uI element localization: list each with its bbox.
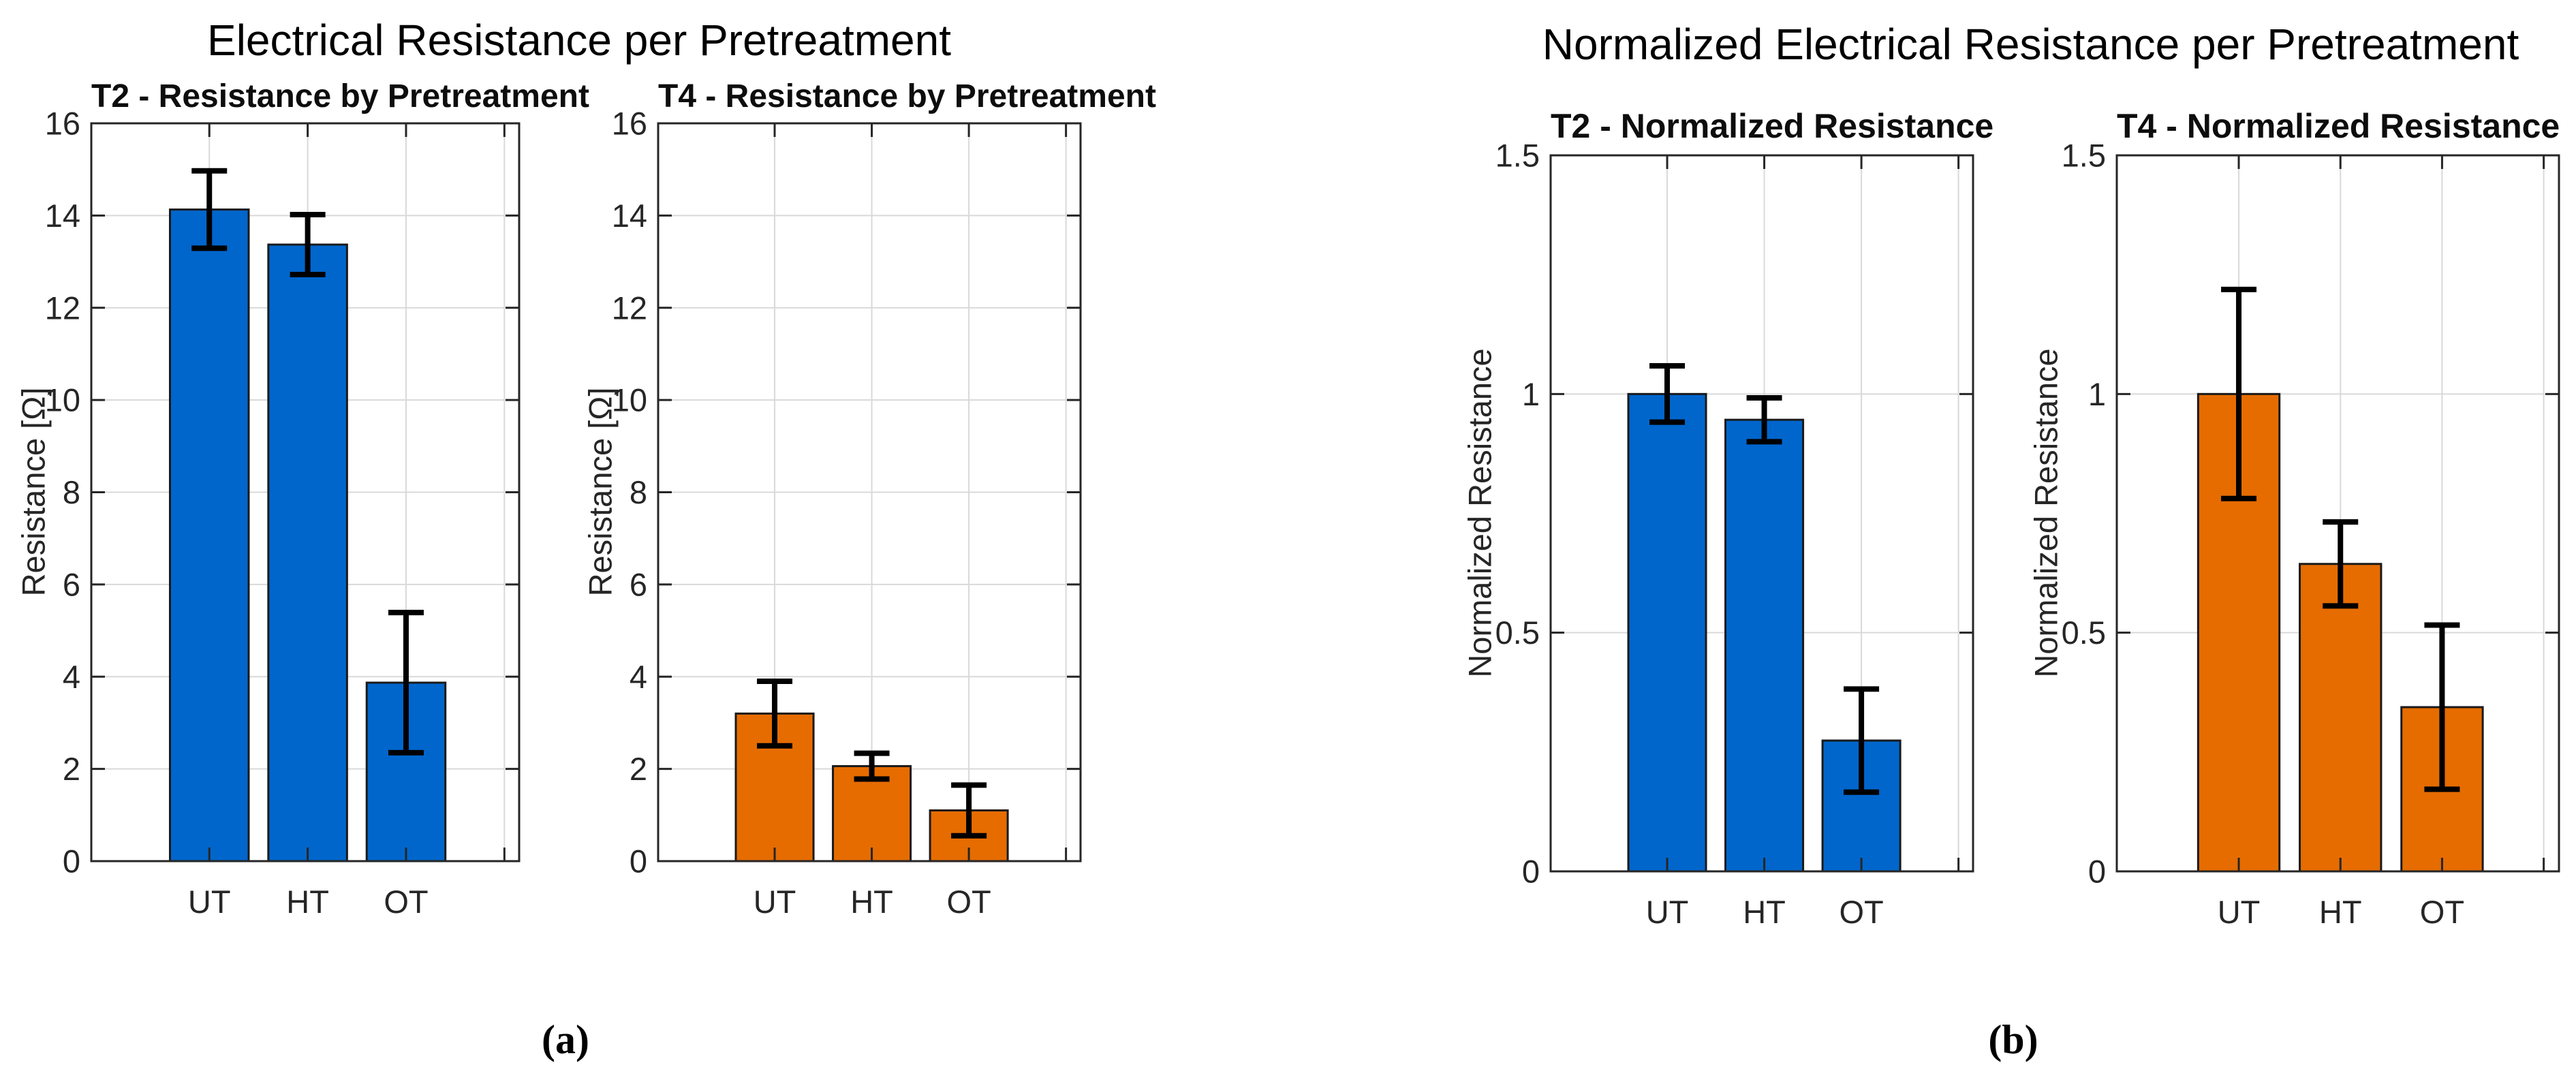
x-category-label-ut: UT xyxy=(1646,894,1689,930)
subplot-t4-normalized: 0 0.5 1 1.5 UT HT OT xyxy=(2062,138,2560,930)
y-tick-label: 0 xyxy=(63,843,80,880)
axis-box xyxy=(657,122,1082,862)
y-tick-label: 10 xyxy=(45,382,80,418)
y-tick-label: 0.5 xyxy=(2062,615,2106,651)
y-tick-label: 0 xyxy=(2088,854,2106,890)
y-tick-label: 12 xyxy=(45,290,80,326)
y-tick-label: 4 xyxy=(63,659,80,695)
y-tick-label: 4 xyxy=(630,659,647,695)
figure-a-title: Electrical Resistance per Pretreatment xyxy=(207,16,951,65)
bar-ut xyxy=(1627,392,1707,873)
x-category-label-ht: HT xyxy=(1743,894,1786,930)
x-category-label-ot: OT xyxy=(946,884,991,920)
subplot-title-t2-normalized: T2 - Normalized Resistance xyxy=(1551,107,1994,145)
caption-b: (b) xyxy=(1988,1017,2038,1062)
y-tick-label: 0 xyxy=(1522,854,1540,890)
bar-ht xyxy=(1724,418,1805,873)
y-tick-label: 1.5 xyxy=(2062,138,2106,174)
y-tick-label: 8 xyxy=(63,474,80,510)
x-category-label-ht: HT xyxy=(2319,894,2362,930)
axis-box xyxy=(1549,154,1974,873)
y-tick-label: 14 xyxy=(612,198,647,234)
y-tick-label: 6 xyxy=(63,566,80,602)
subplot-title-t4-resistance: T4 - Resistance by Pretreatment xyxy=(658,78,1156,114)
y-tick-label: 1 xyxy=(1522,376,1540,412)
y-tick-label: 0 xyxy=(630,843,647,880)
y-tick-label: 2 xyxy=(630,751,647,787)
y-tick-label: 12 xyxy=(612,290,647,326)
y-tick-label: 8 xyxy=(630,474,647,510)
x-category-label-ht: HT xyxy=(850,884,893,920)
subplot-title-t4-normalized: T4 - Normalized Resistance xyxy=(2117,107,2560,145)
y-tick-label: 10 xyxy=(612,382,647,418)
subplot-title-t2-resistance: T2 - Resistance by Pretreatment xyxy=(91,78,589,114)
y-tick-label: 2 xyxy=(63,751,80,787)
x-category-label-ot: OT xyxy=(2420,894,2464,930)
x-category-label-ut: UT xyxy=(754,884,796,920)
y-tick-label: 6 xyxy=(630,566,647,602)
subplot-t2-resistance: 0 2 4 6 8 10 12 14 16 UT HT OT xyxy=(45,106,521,920)
y-tick-label: 16 xyxy=(612,106,647,142)
y-tick-label: 1.5 xyxy=(1495,138,1540,174)
subplot-t4-resistance: 0 2 4 6 8 10 12 14 16 UT HT OT xyxy=(612,106,1082,920)
bar-ht xyxy=(267,243,348,862)
axis-box xyxy=(90,122,521,862)
x-category-label-ut: UT xyxy=(188,884,231,920)
subplot-t2-normalized: 0 0.5 1 1.5 UT HT OT xyxy=(1495,138,1974,930)
x-category-label-ot: OT xyxy=(384,884,428,920)
caption-a: (a) xyxy=(542,1017,589,1062)
y-tick-label: 16 xyxy=(45,106,80,142)
axis-box xyxy=(2115,154,2560,873)
y-tick-label: 1 xyxy=(2088,376,2106,412)
x-category-label-ut: UT xyxy=(2218,894,2261,930)
bar-ht xyxy=(2299,563,2383,873)
figure-b-title: Normalized Electrical Resistance per Pre… xyxy=(1542,20,2519,69)
x-category-label-ot: OT xyxy=(1839,894,1883,930)
x-category-label-ht: HT xyxy=(286,884,329,920)
y-tick-label: 0.5 xyxy=(1495,615,1540,651)
y-tick-label: 14 xyxy=(45,198,80,234)
bar-ut xyxy=(168,208,250,862)
